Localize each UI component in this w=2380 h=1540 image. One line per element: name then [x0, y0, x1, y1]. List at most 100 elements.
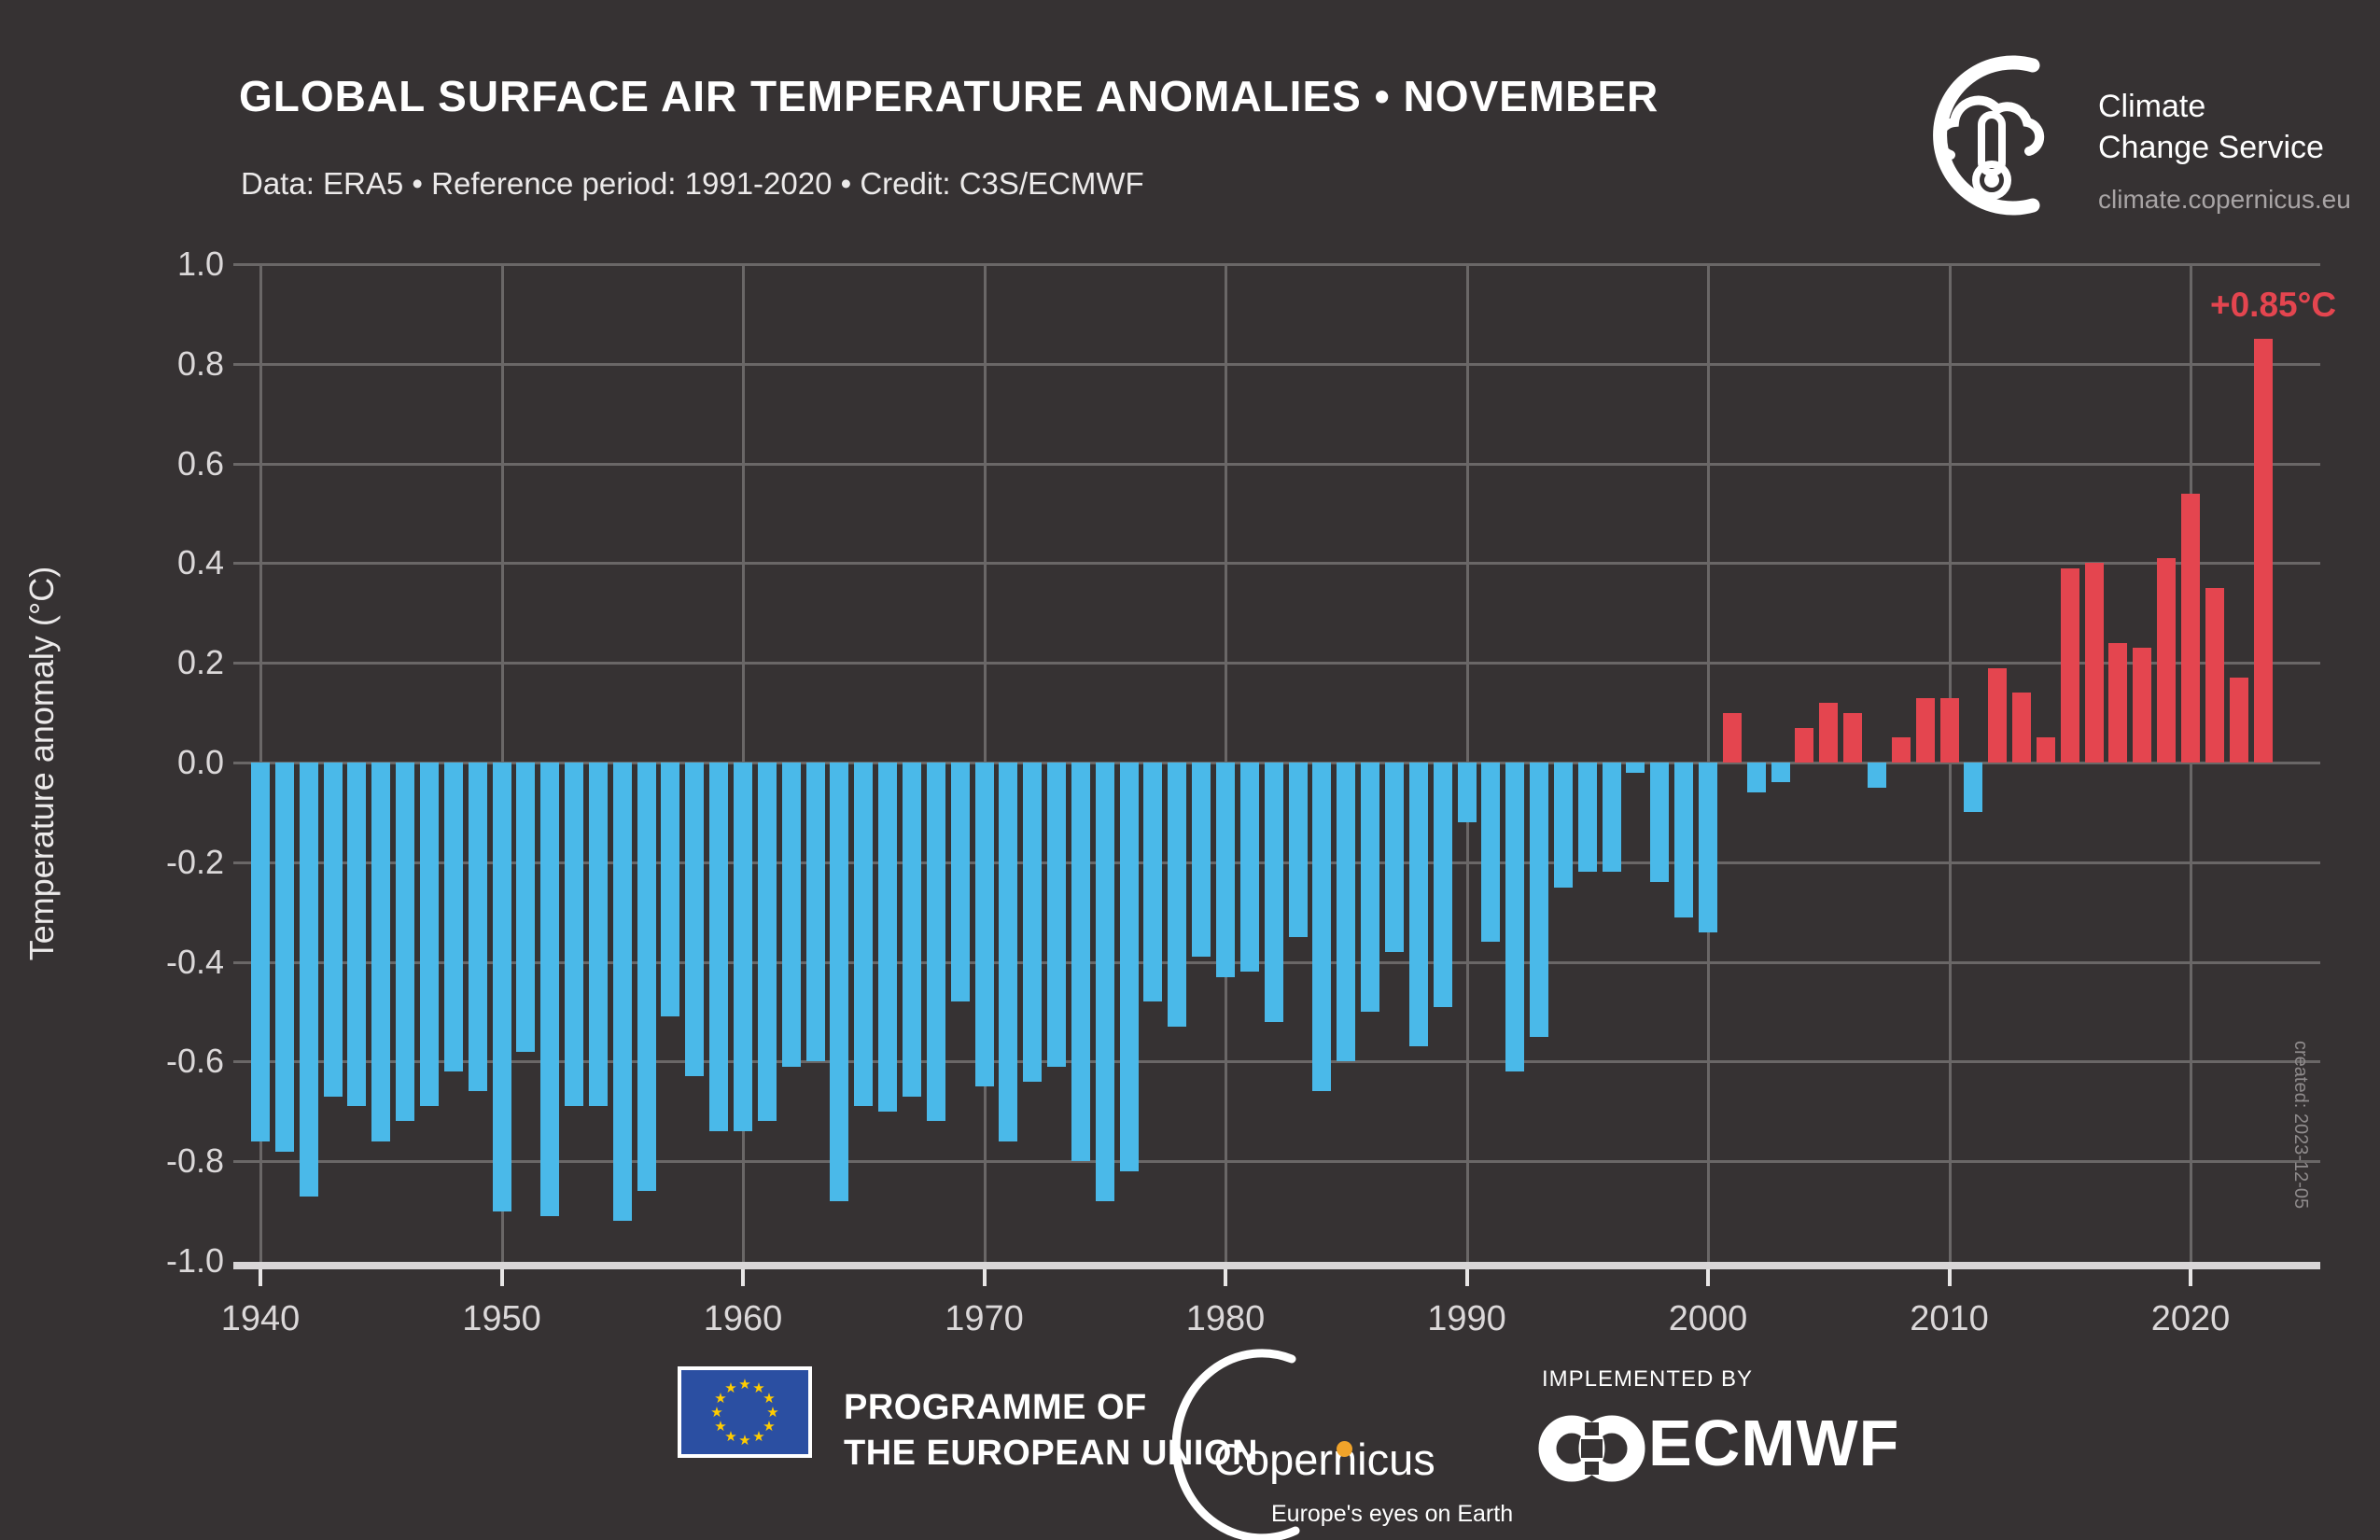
bar-1959: [709, 763, 729, 1131]
bar-1944: [347, 763, 367, 1106]
bar-1996: [1602, 763, 1621, 872]
bar-2015: [2060, 567, 2079, 763]
bar-1978: [1168, 763, 1187, 1027]
y-tick-label--0.6: -0.6: [165, 1042, 224, 1081]
bar-2003: [1771, 763, 1790, 782]
bar-1998: [1650, 763, 1670, 882]
bar-1988: [1408, 763, 1428, 1046]
bar-1964: [830, 763, 849, 1201]
x-tick-mark-1980: [1224, 1267, 1227, 1286]
bar-2014: [2036, 737, 2055, 763]
bar-1947: [419, 763, 439, 1106]
gridline-horizontal-0.6: [233, 462, 2320, 466]
bar-1943: [323, 763, 343, 1097]
bar-1955: [612, 763, 632, 1221]
created-date-watermark: created: 2023-12-05: [2290, 1041, 2311, 1210]
copernicus-tagline: Europe's eyes on Earth: [1271, 1501, 1514, 1527]
eu-flag-star: ★: [724, 1380, 737, 1397]
bar-2016: [2084, 563, 2104, 763]
bar-1981: [1239, 763, 1259, 972]
bar-2018: [2133, 648, 2152, 763]
eu-flag-star: ★: [738, 1433, 751, 1449]
bar-1953: [565, 763, 584, 1106]
bar-1961: [757, 763, 777, 1121]
x-tick-mark-1950: [499, 1267, 504, 1286]
x-tick-mark-2010: [1947, 1267, 1952, 1286]
bar-1954: [588, 763, 608, 1106]
bar-1991: [1481, 763, 1501, 942]
bar-1945: [371, 763, 391, 1141]
ecmwf-logo-icon: [1538, 1415, 1645, 1482]
eu-flag-star: ★: [766, 1405, 779, 1421]
gridline-horizontal--0.6: [233, 1060, 2320, 1064]
eu-flag-star: ★: [763, 1419, 776, 1435]
copernicus-satellite-dot-icon: [1337, 1441, 1352, 1457]
c3s-cloud-thermometer-icon: [1933, 55, 2045, 216]
gridline-horizontal-1: [233, 263, 2320, 266]
bar-1992: [1505, 763, 1525, 1071]
bar-1982: [1264, 763, 1283, 1022]
x-tick-label-1950: 1950: [462, 1299, 541, 1338]
bar-1963: [805, 763, 825, 1061]
y-tick-label-1.0: 1.0: [176, 245, 224, 283]
x-tick-label-1960: 1960: [703, 1299, 783, 1338]
bar-1979: [1192, 763, 1211, 957]
x-tick-mark-1960: [741, 1267, 745, 1286]
gridline-horizontal--0.8: [233, 1160, 2320, 1164]
x-axis-line: [233, 1262, 2320, 1269]
bar-2002: [1746, 763, 1766, 792]
eu-flag-star: ★: [710, 1405, 723, 1421]
c3s-service-name-line1: Climate: [2098, 89, 2206, 124]
bar-1948: [443, 763, 463, 1071]
c3s-service-name-line2: Change Service: [2098, 130, 2324, 165]
y-tick-label--0.2: -0.2: [165, 842, 224, 881]
bar-1975: [1095, 763, 1114, 1201]
eu-programme-line2: THE EUROPEAN UNION: [844, 1434, 1258, 1473]
bar-1997: [1626, 763, 1645, 773]
bar-1967: [902, 763, 921, 1097]
y-tick-label--1.0: -1.0: [165, 1241, 224, 1280]
bar-1960: [734, 763, 752, 1131]
y-tick-label-0.0: 0.0: [176, 743, 224, 781]
x-tick-mark-2000: [1706, 1267, 1710, 1286]
eu-flag-star: ★: [763, 1391, 776, 1407]
bar-2011: [1964, 763, 1983, 812]
bar-1983: [1288, 763, 1308, 937]
bar-2019: [2157, 558, 2177, 763]
eu-programme-line1: PROGRAMME OF: [844, 1388, 1147, 1427]
bar-1971: [999, 763, 1018, 1141]
bar-2005: [1819, 702, 1839, 763]
bar-1989: [1433, 763, 1452, 1007]
x-tick-label-1980: 1980: [1185, 1299, 1266, 1338]
page-title: GLOBAL SURFACE AIR TEMPERATURE ANOMALIES…: [239, 72, 1659, 120]
bar-2009: [1915, 697, 1935, 763]
x-tick-label-1990: 1990: [1427, 1299, 1506, 1338]
bar-1950: [492, 763, 511, 1211]
eu-flag-star: ★: [724, 1428, 737, 1445]
ecmwf-implemented-by-label: IMPLEMENTED BY: [1542, 1366, 1754, 1392]
bar-1980: [1216, 763, 1235, 977]
bar-1949: [468, 763, 487, 1091]
eu-flag-star: ★: [752, 1428, 765, 1445]
gridline-horizontal-0.8: [233, 362, 2320, 366]
bar-1942: [299, 763, 318, 1197]
y-tick-label-0.4: 0.4: [176, 543, 224, 582]
bar-2022: [2229, 678, 2248, 763]
bar-1985: [1337, 763, 1356, 1061]
eu-programme-label: PROGRAMME OF THE EUROPEAN UNION: [844, 1385, 1258, 1477]
eu-flag: ★ ★ ★ ★ ★ ★ ★ ★ ★ ★ ★ ★: [678, 1366, 812, 1458]
bar-2012: [1988, 667, 2008, 763]
bar-1995: [1577, 763, 1597, 872]
bar-1972: [1023, 763, 1043, 1082]
gridline-horizontal-0.2: [233, 662, 2320, 665]
x-tick-label-1940: 1940: [220, 1299, 301, 1338]
bar-1987: [1384, 763, 1404, 952]
bar-1974: [1071, 763, 1090, 1161]
bar-2013: [2012, 693, 2032, 763]
bar-1946: [396, 763, 415, 1121]
bar-1969: [950, 763, 970, 1001]
bar-2023: [2253, 339, 2273, 763]
bar-2007: [1867, 763, 1886, 788]
